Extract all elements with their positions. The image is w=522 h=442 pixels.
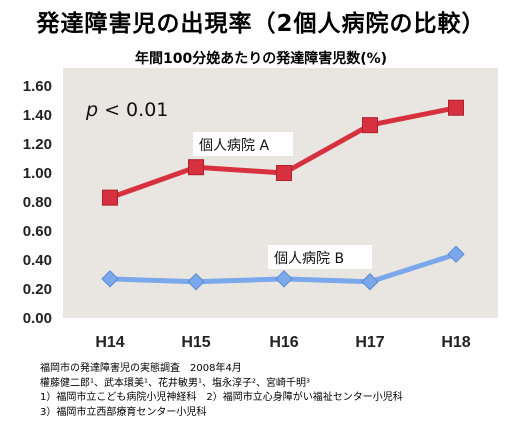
line-chart: 0.00 0.20 0.40 0.60 0.80 1.00 1.20 1.40 1.60 H14… (23, 68, 498, 351)
y-tick-label: 1.40 (23, 107, 52, 124)
data-point (188, 159, 204, 176)
data-point (362, 117, 378, 134)
x-tick-label: H14 (95, 334, 124, 351)
annotation-layer: p < 0.01 個人病院 A 個人病院 B (85, 99, 372, 269)
source-line-3: 1）福岡市立こども病院小児神経科 2）福岡市立心身障がい福祉センター小児科 (40, 392, 403, 403)
data-point (101, 270, 119, 288)
x-tick-label: H16 (269, 334, 298, 351)
x-tick-label: H18 (441, 334, 470, 351)
source-citation: 福岡市の発達障害児の実態調査 2008年4月 權藤健二郎¹、武本環美¹、花井敏男… (40, 362, 403, 420)
series-label: 個人病院 A (199, 138, 269, 154)
series-layer (101, 99, 465, 291)
y-tick-label: 0.80 (23, 194, 52, 211)
data-point (276, 165, 292, 181)
data-point (448, 99, 464, 116)
y-tick-label: 1.20 (23, 136, 52, 153)
series-label-box (268, 245, 372, 269)
series-label-box (193, 132, 293, 156)
data-point (187, 273, 205, 291)
chart-subtitle: 年間100分娩あたりの発達障害児数(%) (134, 51, 388, 67)
data-point (447, 245, 465, 263)
y-tick-label: 1.60 (23, 78, 52, 95)
source-line-4: 3）福岡市立西部療育センター小児科 (40, 406, 207, 418)
y-axis: 0.00 0.20 0.40 0.60 0.80 1.00 1.20 1.40 1.60 (23, 78, 52, 327)
source-line-1: 福岡市の発達障害児の実態調査 2008年4月 (40, 363, 242, 374)
main-title: 発達障害児の出現率（2個人病院の比較） (36, 11, 486, 37)
x-tick-label: H15 (181, 334, 210, 351)
y-tick-label: 1.00 (23, 165, 52, 182)
y-tick-label: 0.00 (23, 310, 52, 327)
data-point (102, 189, 118, 206)
y-tick-label: 0.40 (23, 252, 52, 269)
data-point (275, 270, 293, 288)
y-tick-label: 0.20 (23, 281, 52, 298)
x-axis: H14 H15 H16 H17 H18 (95, 334, 470, 351)
x-tick-label: H17 (355, 334, 384, 351)
source-line-2: 權藤健二郎¹、武本環美¹、花井敏男¹、塩永淳子²、宮崎千明³ (40, 377, 311, 389)
series-label: 個人病院 B (274, 251, 344, 267)
data-point (361, 273, 379, 291)
y-tick-label: 0.60 (23, 223, 52, 240)
p-value-annotation: p < 0.01 (85, 99, 168, 121)
